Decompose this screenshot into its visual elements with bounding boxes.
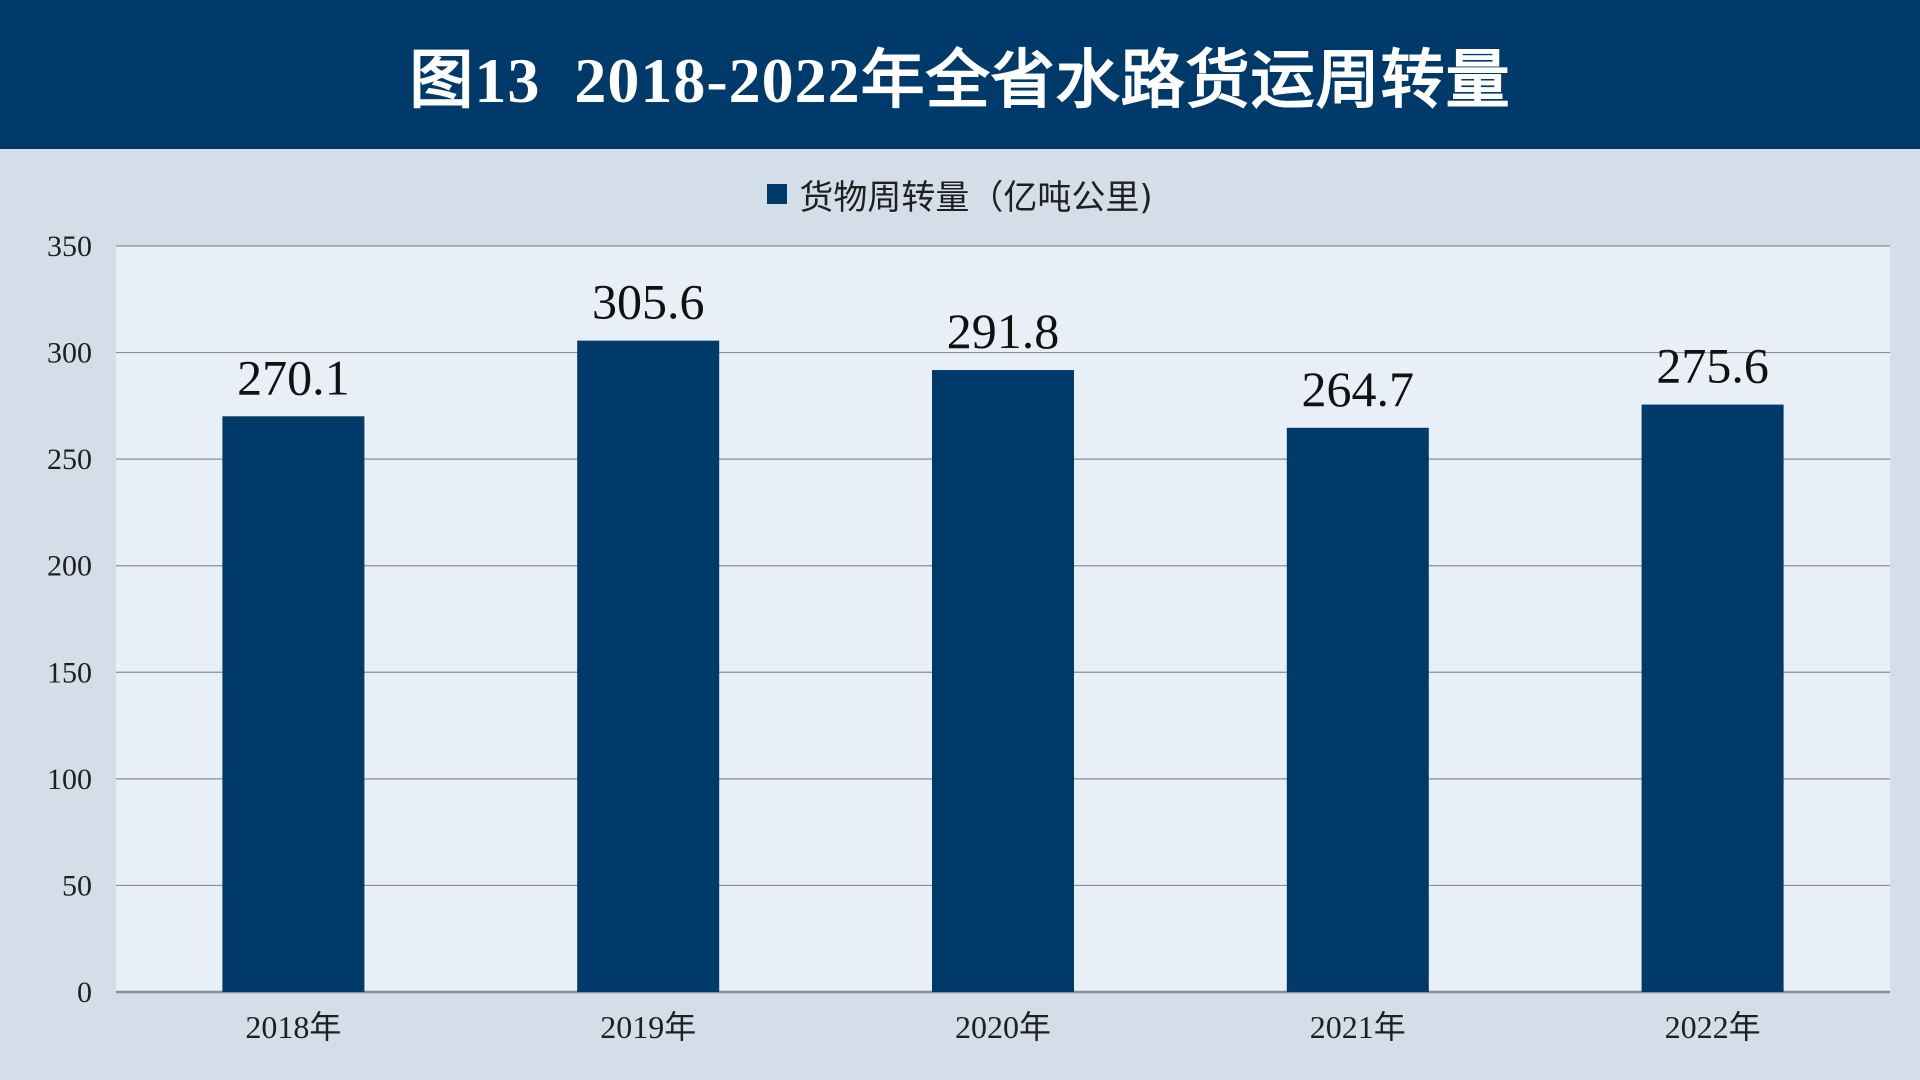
data-label: 264.7 [1302,361,1415,417]
bar-2021年 [1286,427,1429,992]
chart-title: 图13 2018-2022年全省水路货运周转量 [409,44,1511,116]
legend-swatch [767,184,788,204]
x-tick-label: 2020年 [955,1009,1051,1045]
y-tick-label: 300 [47,337,92,370]
y-tick-label: 0 [77,976,92,1009]
title-banner: 图13 2018-2022年全省水路货运周转量 [0,0,1920,149]
x-tick-label: 2021年 [1310,1009,1406,1045]
y-tick-label: 50 [62,869,92,902]
bar-2018年 [222,416,365,992]
bar-2020年 [932,370,1074,992]
y-tick-label: 250 [47,443,92,476]
y-tick-label: 200 [47,550,92,583]
y-tick-label: 350 [47,230,92,263]
legend-label: 货物周转量（亿吨公里) [799,177,1153,218]
data-label: 291.8 [947,303,1060,359]
bar-2019年 [577,340,720,992]
x-tick-label: 2018年 [245,1009,341,1045]
data-label: 305.6 [592,274,705,330]
bar-2022年 [1641,404,1784,993]
x-tick-label: 2022年 [1665,1009,1761,1045]
y-tick-label: 150 [47,656,92,689]
legend: 货物周转量（亿吨公里) [0,172,1920,218]
data-label: 275.6 [1656,338,1769,394]
x-tick-label: 2019年 [600,1009,696,1045]
y-tick-label: 100 [47,763,92,796]
data-label: 270.1 [237,349,350,405]
